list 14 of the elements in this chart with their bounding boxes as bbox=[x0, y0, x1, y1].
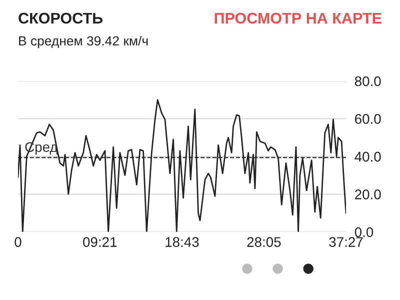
chart-subtitle: В среднем 39.42 км/ч bbox=[19, 36, 148, 48]
chart-title: СКОРОСТЬ bbox=[18, 12, 103, 24]
x-tick-label: 37:27 bbox=[329, 237, 363, 247]
text: ПРОСМОТР НА КАРТЕ bbox=[214, 12, 382, 24]
y-tick-label: 80.0 bbox=[354, 76, 381, 86]
y-tick-label: 20.0 bbox=[355, 190, 381, 200]
y-tick-label: 60.0 bbox=[355, 114, 381, 124]
x-tick-label: 28:05 bbox=[247, 237, 281, 247]
y-tick-label: 40.0 bbox=[354, 152, 381, 162]
x-tick-label: 0 bbox=[14, 237, 22, 247]
x-tick-label: 09:21 bbox=[83, 237, 117, 247]
x-tick-label: 18:43 bbox=[166, 237, 199, 247]
y-tick-label: 0.0 bbox=[354, 227, 374, 238]
line-series bbox=[18, 99, 346, 232]
